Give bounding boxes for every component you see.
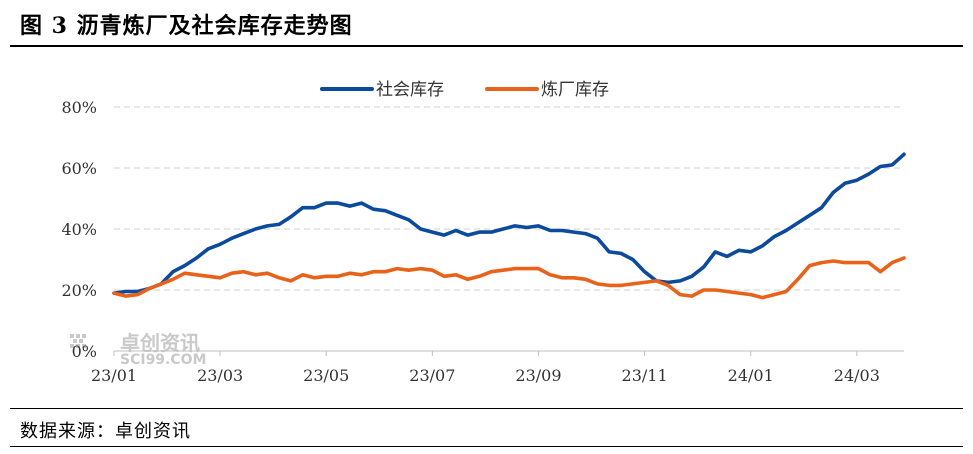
x-tick-label: 23/01 xyxy=(91,366,137,385)
footer-divider xyxy=(10,408,963,409)
page-title: 图 3 沥青炼厂及社会库存走势图 xyxy=(20,13,353,39)
y-tick-label: 0% xyxy=(72,342,97,361)
bottom-divider xyxy=(10,446,963,447)
title-divider xyxy=(10,45,963,47)
x-tick-label: 23/03 xyxy=(197,366,243,385)
x-axis: 23/01 23/03 23/05 23/07 23/09 23/11 24/01 24/03 xyxy=(91,351,880,385)
watermark-logo-dot xyxy=(79,339,83,343)
watermark-logo-dot xyxy=(70,344,74,348)
watermark-logo-dot xyxy=(70,334,74,338)
y-tick-label: 60% xyxy=(61,159,97,178)
watermark-logo-dot xyxy=(73,339,77,343)
series-line-1 xyxy=(112,152,906,295)
source-note: 数据来源：卓创资讯 xyxy=(20,421,191,442)
watermark-site: SCI99.COM xyxy=(120,352,206,368)
x-tick-label: 24/03 xyxy=(834,366,880,385)
y-tick-label: 40% xyxy=(61,220,97,239)
watermark-logo-dot xyxy=(76,334,80,338)
watermark-logo-dot xyxy=(82,334,86,338)
series-lines xyxy=(112,152,906,300)
x-tick-label: 23/07 xyxy=(409,366,455,385)
series-line-2 xyxy=(112,256,906,300)
y-tick-label: 20% xyxy=(61,281,97,300)
legend-label-1: 社会库存 xyxy=(376,80,444,100)
y-axis: 0% 20% 40% 60% 80% xyxy=(61,98,97,361)
x-tick-label: 23/09 xyxy=(515,366,561,385)
x-tick-label: 23/05 xyxy=(303,366,349,385)
x-tick-label: 23/11 xyxy=(622,366,668,385)
x-tick-label: 24/01 xyxy=(728,366,774,385)
legend: 社会库存 炼厂库存 xyxy=(320,80,609,100)
legend-label-2: 炼厂库存 xyxy=(541,80,609,100)
watermark-logo-dot xyxy=(82,344,86,348)
y-tick-label: 80% xyxy=(61,98,97,117)
watermark-logo-dot xyxy=(76,344,80,348)
